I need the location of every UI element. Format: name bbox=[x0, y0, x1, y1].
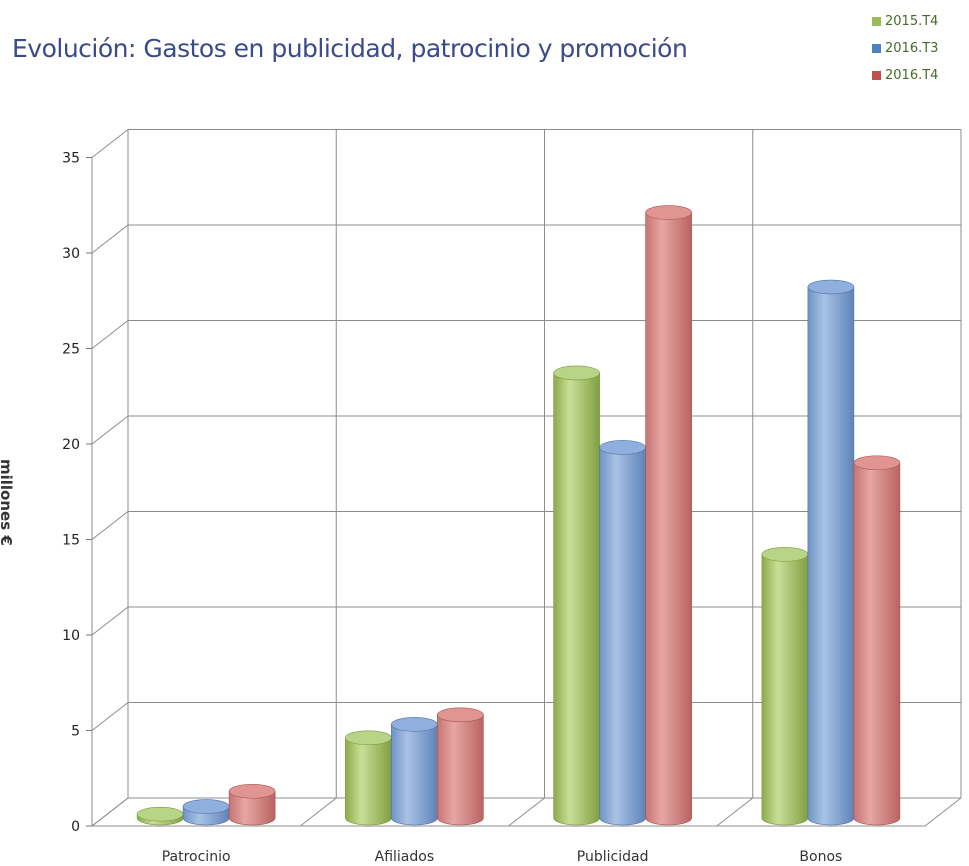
category-label-afiliados: Afiliados bbox=[375, 849, 435, 865]
gridline-diag bbox=[91, 320, 129, 349]
gridline-diag bbox=[91, 129, 129, 158]
legend-label-2015-t4: 2015.T4 bbox=[885, 14, 939, 29]
bar-top-bonos-2015-t4 bbox=[761, 547, 809, 562]
y-tick-label: 30 bbox=[62, 246, 80, 262]
floor-divider bbox=[91, 797, 129, 827]
bar-top-afiliados-2016-t4 bbox=[437, 707, 484, 723]
category-label-publicidad: Publicidad bbox=[577, 849, 649, 865]
y-tick-label: 25 bbox=[62, 342, 80, 358]
bar-publicidad-2016-t4 bbox=[645, 212, 692, 826]
legend-label-2016-t4: 2016.T4 bbox=[885, 68, 939, 83]
floor-divider bbox=[924, 797, 962, 827]
bar-bonos-2016-t4 bbox=[853, 462, 901, 826]
legend-label-2016-t3: 2016.T3 bbox=[885, 41, 939, 56]
legend-item-2016-t4: 2016.T4 bbox=[872, 68, 938, 95]
legend: 2015.T4 2016.T3 2016.T4 bbox=[872, 14, 938, 95]
legend-item-2015-t4: 2015.T4 bbox=[872, 14, 938, 41]
bar-top-publicidad-2016-t3 bbox=[599, 440, 646, 455]
bar-afiliados-2016-t3 bbox=[391, 724, 438, 826]
gridline-diag bbox=[91, 606, 129, 636]
bar-top-afiliados-2015-t4 bbox=[345, 730, 392, 746]
bar-top-bonos-2016-t3 bbox=[807, 279, 855, 295]
bar-top-patrocinio-2016-t4 bbox=[228, 783, 276, 799]
gridline-diag bbox=[91, 224, 129, 254]
y-tick-label: 5 bbox=[71, 724, 80, 740]
floor-divider bbox=[299, 797, 337, 827]
category-labels: Patrocinio Afiliados Publicidad Bonos bbox=[162, 849, 843, 865]
bar-top-publicidad-2015-t4 bbox=[553, 365, 600, 381]
bar-bonos-2016-t3 bbox=[807, 286, 855, 826]
legend-swatch-2016-t4 bbox=[872, 71, 881, 80]
gridline-diag bbox=[91, 415, 129, 445]
category-label-bonos: Bonos bbox=[799, 849, 842, 865]
floor-divider bbox=[508, 797, 545, 827]
legend-item-2016-t3: 2016.T3 bbox=[872, 41, 938, 68]
bar-publicidad-2015-t4 bbox=[553, 372, 600, 826]
chart-title: Evolución: Gastos en publicidad, patroci… bbox=[12, 34, 688, 63]
bar-top-publicidad-2016-t4 bbox=[645, 205, 692, 220]
category-label-patrocinio: Patrocinio bbox=[162, 849, 231, 865]
bar-patrocinio-2016-t4 bbox=[228, 790, 276, 826]
y-tick-label: 35 bbox=[62, 151, 80, 167]
y-tick-label: 15 bbox=[62, 533, 80, 549]
y-tick-labels: 0 5 10 15 20 25 30 35 bbox=[62, 151, 80, 836]
gridline-diag bbox=[91, 511, 129, 540]
bars-layer bbox=[136, 205, 901, 826]
legend-swatch-2015-t4 bbox=[872, 17, 881, 26]
bar-top-afiliados-2016-t3 bbox=[391, 717, 438, 732]
gridline-diag bbox=[91, 702, 129, 731]
y-tick-label: 10 bbox=[62, 628, 80, 644]
bar-top-bonos-2016-t4 bbox=[853, 455, 901, 471]
bar-top-patrocinio-2016-t3 bbox=[182, 799, 230, 814]
bar-publicidad-2016-t3 bbox=[599, 447, 646, 826]
y-tick-label: 0 bbox=[71, 819, 80, 835]
bar-afiliados-2016-t4 bbox=[437, 714, 484, 826]
floor-divider bbox=[716, 797, 754, 827]
y-tick-label: 20 bbox=[62, 437, 80, 453]
legend-swatch-2016-t3 bbox=[872, 44, 881, 53]
bar-afiliados-2015-t4 bbox=[345, 737, 392, 826]
bar-bonos-2015-t4 bbox=[761, 554, 809, 826]
bar-top-patrocinio-2015-t4 bbox=[136, 806, 184, 822]
